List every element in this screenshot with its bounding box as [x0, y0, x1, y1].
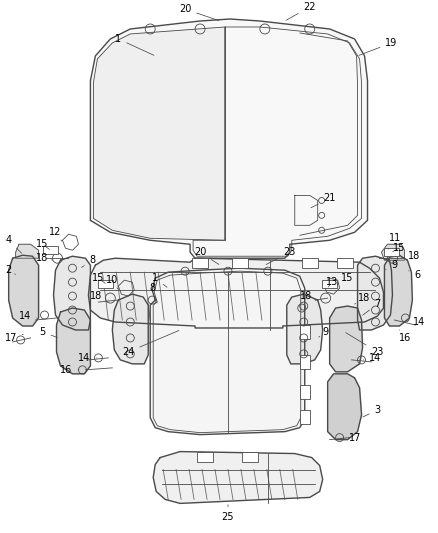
- Bar: [232, 258, 248, 268]
- Text: 1: 1: [115, 34, 154, 55]
- Text: 16: 16: [60, 365, 79, 375]
- Text: 14: 14: [78, 353, 96, 363]
- Text: 15: 15: [338, 273, 354, 284]
- Text: 4: 4: [6, 235, 21, 253]
- Bar: [321, 280, 337, 288]
- Bar: [300, 325, 310, 339]
- Text: 18: 18: [300, 291, 316, 301]
- Bar: [300, 355, 310, 369]
- Text: 23: 23: [346, 333, 384, 357]
- Polygon shape: [385, 255, 413, 326]
- Polygon shape: [93, 27, 225, 240]
- Text: 18: 18: [36, 253, 53, 263]
- Text: 15: 15: [36, 239, 49, 249]
- Bar: [300, 385, 310, 399]
- Bar: [42, 246, 57, 254]
- Text: 22: 22: [286, 2, 316, 20]
- Bar: [99, 280, 113, 288]
- Text: 9: 9: [386, 260, 398, 270]
- Text: 18: 18: [401, 251, 420, 261]
- Polygon shape: [357, 256, 392, 330]
- Text: 14: 14: [18, 311, 37, 321]
- Text: 23: 23: [266, 247, 296, 264]
- Polygon shape: [328, 374, 361, 440]
- Polygon shape: [9, 255, 39, 326]
- Polygon shape: [153, 451, 323, 503]
- Text: 18: 18: [90, 291, 108, 301]
- Text: 14: 14: [407, 317, 425, 327]
- Text: 1: 1: [152, 273, 167, 287]
- Polygon shape: [90, 19, 367, 258]
- Polygon shape: [330, 306, 363, 372]
- Text: 12: 12: [49, 227, 62, 241]
- Text: 15: 15: [92, 273, 105, 284]
- Polygon shape: [381, 244, 404, 260]
- Text: 25: 25: [222, 505, 234, 522]
- Polygon shape: [57, 308, 90, 374]
- Text: 21: 21: [311, 193, 336, 208]
- Text: 15: 15: [393, 243, 406, 253]
- Text: 3: 3: [363, 405, 381, 417]
- Text: 8: 8: [81, 255, 95, 268]
- Text: 20: 20: [179, 4, 219, 21]
- Text: 6: 6: [409, 270, 420, 280]
- Text: 10: 10: [106, 275, 118, 289]
- Text: 5: 5: [39, 327, 57, 337]
- Text: 24: 24: [122, 330, 179, 357]
- Text: 20: 20: [194, 247, 219, 264]
- Text: 13: 13: [325, 277, 338, 287]
- Bar: [302, 258, 318, 268]
- Bar: [192, 258, 208, 268]
- Polygon shape: [150, 268, 305, 434]
- Text: 16: 16: [399, 330, 412, 343]
- Bar: [385, 248, 399, 256]
- Text: 2: 2: [6, 265, 15, 275]
- Bar: [337, 258, 353, 268]
- Text: 14: 14: [364, 353, 381, 363]
- Text: 8: 8: [148, 283, 155, 299]
- Text: 19: 19: [359, 38, 398, 55]
- Polygon shape: [287, 294, 323, 364]
- Polygon shape: [112, 294, 148, 364]
- Text: 9: 9: [319, 327, 329, 337]
- Bar: [300, 410, 310, 424]
- Bar: [197, 451, 213, 462]
- Polygon shape: [16, 244, 39, 258]
- Polygon shape: [88, 258, 384, 328]
- Text: 7: 7: [363, 299, 381, 315]
- Text: 17: 17: [4, 333, 23, 343]
- Text: 11: 11: [388, 233, 402, 249]
- Text: 17: 17: [343, 433, 362, 442]
- Polygon shape: [53, 256, 90, 330]
- Text: 18: 18: [355, 293, 371, 304]
- Bar: [242, 451, 258, 462]
